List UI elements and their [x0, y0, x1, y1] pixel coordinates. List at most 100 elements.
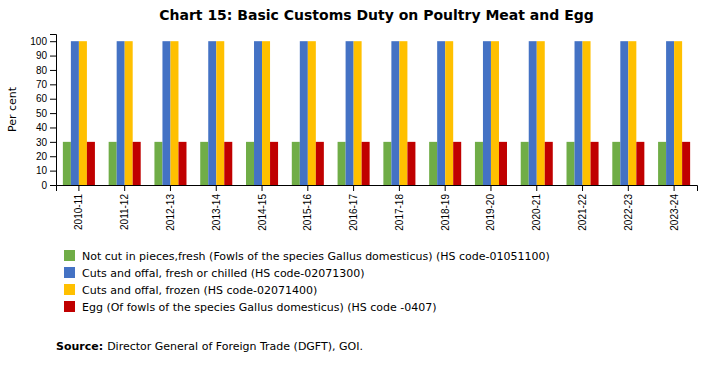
y-tick-mark: [50, 70, 56, 71]
bar: [407, 142, 415, 185]
x-tick-label: 2023-24: [669, 194, 680, 231]
x-tick: 2021-22: [577, 185, 588, 231]
x-tick-mark: [124, 185, 125, 191]
x-tick-label: 2017-18: [394, 194, 405, 231]
bar: [483, 41, 491, 185]
bar: [391, 41, 399, 185]
bar: [383, 142, 391, 185]
y-tick: 50: [36, 108, 56, 119]
bar: [537, 41, 545, 185]
x-tick: 2013-14: [211, 185, 222, 231]
x-tick-mark: [674, 185, 675, 191]
x-tick: 2015-16: [302, 185, 313, 231]
bar-series: [71, 41, 674, 185]
bar: [529, 41, 537, 185]
x-tick: 2016-17: [348, 185, 359, 231]
bar: [308, 41, 316, 185]
bar: [583, 41, 591, 185]
x-tick: 2010-11: [73, 185, 84, 230]
y-tick-label: 80: [36, 65, 48, 76]
bar: [437, 41, 445, 185]
legend-label: Not cut in pieces,fresh (Fowls of the sp…: [82, 250, 550, 263]
bar: [475, 142, 483, 185]
y-tick-mark: [50, 156, 56, 157]
bar: [346, 41, 354, 185]
bar: [591, 142, 599, 185]
y-tick-mark: [50, 56, 56, 57]
y-tick-label: 10: [36, 165, 48, 176]
x-tick-mark: [78, 185, 79, 191]
x-tick-mark: [353, 185, 354, 191]
legend-label: Cuts and offal, fresh or chilled (HS cod…: [82, 267, 365, 280]
y-tick: 20: [36, 151, 56, 162]
x-tick-label: 2015-16: [302, 194, 313, 231]
bar: [224, 142, 232, 185]
bar: [521, 142, 529, 185]
x-tick-mark: [262, 185, 263, 191]
source-note: Source: Director General of Foreign Trade…: [56, 340, 363, 353]
bar: [162, 41, 170, 185]
x-tick-mark: [216, 185, 217, 191]
bar: [658, 142, 666, 185]
bar: [170, 41, 178, 185]
y-axis-title: Per cent: [6, 86, 19, 132]
legend-item: Egg (Of fowls of the species Gallus dome…: [64, 301, 437, 314]
y-tick-mark: [50, 171, 56, 172]
source-text: Director General of Foreign Trade (DGFT)…: [107, 340, 363, 353]
x-tick-mark: [628, 185, 629, 191]
bar: [338, 142, 346, 185]
y-tick: 10: [36, 165, 56, 176]
bar: [254, 41, 262, 185]
bar: [567, 142, 575, 185]
bar: [208, 41, 216, 185]
y-tick-mark: [50, 84, 56, 85]
legend-swatch: [64, 250, 75, 261]
x-tick: 2014-15: [257, 185, 268, 231]
bar: [362, 142, 370, 185]
y-tick: 40: [36, 122, 56, 133]
bar: [79, 41, 87, 185]
bar: [292, 142, 300, 185]
x-tick-mark: [307, 185, 308, 191]
legend-item: Not cut in pieces,fresh (Fowls of the sp…: [64, 250, 550, 263]
x-tick-label: 2022-23: [623, 194, 634, 231]
bar: [246, 142, 254, 185]
x-tick: 2012-13: [165, 185, 176, 231]
y-tick-label: 40: [36, 122, 48, 133]
x-tick-label: 2011-12: [119, 194, 130, 230]
bar: [620, 41, 628, 185]
bar: [125, 41, 133, 185]
bar: [216, 41, 224, 185]
bar-series: [79, 41, 682, 185]
source-label: Source:: [56, 340, 103, 353]
y-tick: 90: [36, 50, 56, 61]
bar: [71, 41, 79, 185]
bar: [399, 41, 407, 185]
legend: Not cut in pieces,fresh (Fowls of the sp…: [64, 250, 550, 314]
x-tick-label: 2013-14: [211, 194, 222, 231]
bar: [612, 142, 620, 185]
title: Chart 15: Basic Customs Duty on Poultry …: [159, 7, 594, 23]
bar: [200, 142, 208, 185]
legend-item: Cuts and offal, frozen (HS code-02071400…: [64, 284, 317, 297]
y-tick-label: 90: [36, 50, 48, 61]
y-tick-label: 20: [36, 151, 48, 162]
legend-item: Cuts and offal, fresh or chilled (HS cod…: [64, 267, 365, 280]
bar: [445, 41, 453, 185]
bar: [628, 41, 636, 185]
x-tick-mark: [582, 185, 583, 191]
bar: [109, 142, 117, 185]
bar: [499, 142, 507, 185]
legend-label: Egg (Of fowls of the species Gallus dome…: [82, 301, 437, 314]
x-tick: 2018-19: [440, 185, 451, 231]
x-tick-label: 2012-13: [165, 194, 176, 231]
x-tick-label: 2020-21: [531, 194, 542, 231]
bar: [575, 41, 583, 185]
x-tick-mark: [536, 185, 537, 191]
y-tick: 100: [30, 36, 56, 47]
x-tick: 2019-20: [485, 185, 496, 231]
bar: [316, 142, 324, 185]
x-tick: 2023-24: [669, 185, 680, 231]
bar: [636, 142, 644, 185]
bars: [63, 41, 690, 185]
